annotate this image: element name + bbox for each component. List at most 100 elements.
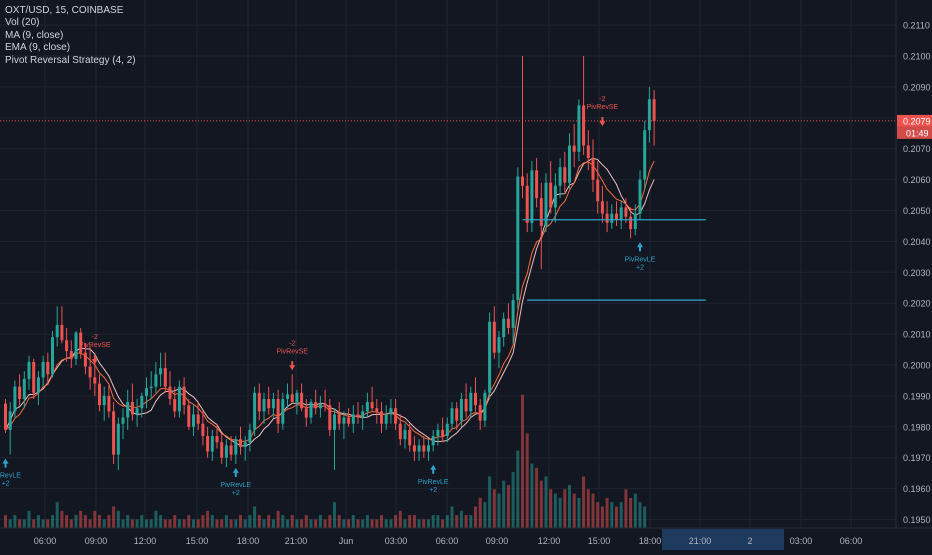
candle[interactable]	[173, 386, 177, 418]
candle[interactable]	[511, 293, 515, 344]
candle[interactable]	[337, 402, 341, 430]
candle[interactable]	[502, 312, 506, 347]
candle[interactable]	[88, 346, 92, 390]
candle[interactable]	[521, 56, 524, 199]
candle[interactable]	[83, 343, 87, 375]
candle[interactable]	[309, 398, 313, 424]
candle[interactable]	[22, 371, 26, 409]
candle[interactable]	[107, 383, 111, 418]
candle[interactable]	[4, 398, 7, 433]
candle[interactable]	[74, 331, 78, 365]
candle[interactable]	[615, 201, 618, 226]
candle[interactable]	[459, 392, 463, 427]
long-entry-signal[interactable]: PivRevLE+2	[418, 464, 449, 494]
candle[interactable]	[530, 161, 534, 233]
candle[interactable]	[18, 374, 22, 406]
candle[interactable]	[46, 352, 50, 384]
candle[interactable]	[13, 380, 17, 418]
candle[interactable]	[492, 306, 496, 359]
candle[interactable]	[384, 405, 388, 430]
candle[interactable]	[624, 198, 628, 223]
candle[interactable]	[488, 312, 492, 399]
candle[interactable]	[300, 383, 304, 412]
candle[interactable]	[436, 423, 440, 446]
candle[interactable]	[328, 398, 332, 437]
candle[interactable]	[159, 352, 163, 387]
candle[interactable]	[98, 374, 101, 412]
candle[interactable]	[535, 157, 539, 208]
candle[interactable]	[572, 123, 576, 168]
candle[interactable]	[591, 139, 595, 192]
candle[interactable]	[365, 392, 369, 418]
candle[interactable]	[215, 423, 219, 449]
candle[interactable]	[638, 170, 642, 220]
candle[interactable]	[469, 386, 473, 418]
candle[interactable]	[140, 392, 144, 418]
candle[interactable]	[318, 395, 322, 418]
candle[interactable]	[582, 56, 586, 155]
candle[interactable]	[394, 398, 398, 430]
candle[interactable]	[290, 374, 294, 403]
candle[interactable]	[192, 405, 195, 437]
candle[interactable]	[135, 398, 139, 427]
candle[interactable]	[177, 380, 181, 418]
candle[interactable]	[351, 405, 355, 433]
candle[interactable]	[112, 402, 116, 464]
candle[interactable]	[126, 389, 130, 430]
candle[interactable]	[271, 392, 275, 418]
candle[interactable]	[168, 371, 172, 406]
candle[interactable]	[51, 331, 54, 378]
candle[interactable]	[281, 392, 285, 430]
candle[interactable]	[403, 423, 407, 449]
candle[interactable]	[356, 402, 360, 424]
candle[interactable]	[347, 408, 351, 427]
candle[interactable]	[361, 405, 365, 430]
candle[interactable]	[55, 306, 59, 347]
ema-indicator-label[interactable]: EMA (9, close)	[5, 42, 71, 54]
candle[interactable]	[563, 151, 567, 192]
candle[interactable]	[130, 383, 134, 421]
candle[interactable]	[478, 398, 482, 430]
candle[interactable]	[323, 389, 327, 412]
candle[interactable]	[474, 377, 477, 412]
candle[interactable]	[619, 201, 623, 230]
candle[interactable]	[149, 371, 153, 399]
candle[interactable]	[314, 389, 318, 415]
candle[interactable]	[412, 436, 416, 461]
candle[interactable]	[93, 361, 97, 396]
candle[interactable]	[408, 423, 412, 452]
candle[interactable]	[464, 383, 468, 418]
candle[interactable]	[69, 340, 73, 369]
candle[interactable]	[234, 436, 238, 464]
candle[interactable]	[36, 371, 40, 406]
candle[interactable]	[450, 402, 454, 430]
candle[interactable]	[558, 157, 562, 199]
candle[interactable]	[441, 417, 445, 443]
symbol-title[interactable]: OXT/USD, 15, COINBASE	[5, 5, 124, 16]
candle[interactable]	[380, 402, 383, 433]
candle[interactable]	[248, 423, 252, 452]
candle[interactable]	[276, 389, 280, 433]
candle[interactable]	[539, 182, 543, 270]
candle[interactable]	[32, 358, 36, 399]
candle[interactable]	[422, 436, 426, 458]
candle[interactable]	[652, 89, 656, 146]
candle[interactable]	[65, 327, 69, 362]
candle[interactable]	[600, 185, 604, 223]
candle[interactable]	[41, 355, 45, 387]
candle[interactable]	[342, 411, 346, 440]
candle[interactable]	[497, 331, 501, 369]
ma-indicator-label[interactable]: MA (9, close)	[5, 29, 64, 41]
candle[interactable]	[145, 377, 148, 409]
candle[interactable]	[121, 408, 125, 440]
candle[interactable]	[239, 426, 242, 455]
long-entry-signal[interactable]: PivRevLE+2	[625, 242, 656, 271]
volume-indicator-label[interactable]: Vol (20)	[5, 17, 40, 29]
candle[interactable]	[116, 417, 120, 471]
candle[interactable]	[506, 303, 510, 335]
candle[interactable]	[389, 398, 393, 424]
